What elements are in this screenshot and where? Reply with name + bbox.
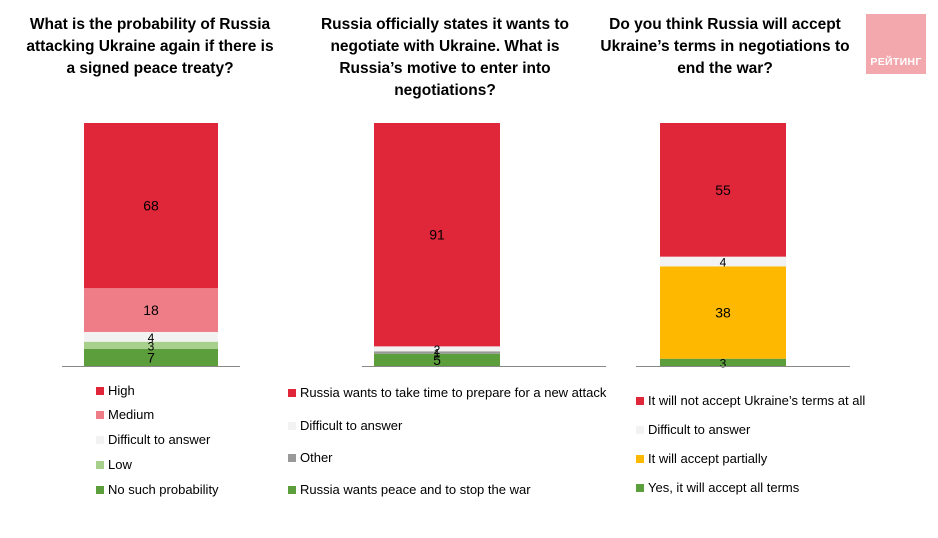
legend-item-3-1: It will not accept Ukraine’s terms at al… — [636, 393, 865, 408]
data-label-2-3: 1 — [434, 347, 441, 361]
legend-item-2-2: Difficult to answer — [288, 418, 402, 433]
stacked-bar-chart-1: 734 18 68 — [62, 123, 240, 367]
bar-segment-2-2 — [374, 346, 500, 352]
legend-swatch — [96, 435, 104, 444]
legend-item-1-1: High — [96, 383, 135, 398]
logo-text: РЕЙТИНГ — [870, 56, 922, 68]
legend-label: Low — [108, 457, 132, 472]
chart-title-2: Russia officially states it wants to neg… — [320, 16, 570, 99]
bar-segment-1-2 — [84, 288, 218, 332]
legend-item-1-5: No such probability — [96, 482, 219, 497]
legend-label: It will accept partially — [648, 451, 768, 466]
legend-swatch — [96, 386, 104, 395]
bar-segment-1-5 — [84, 348, 218, 366]
legend-swatch — [288, 421, 296, 430]
bar-segment-1-3 — [84, 331, 218, 342]
legend-swatch — [636, 425, 644, 434]
chart-panel-3: Do you think Russia will accept Ukraine’… — [600, 0, 865, 538]
legend-swatch — [636, 454, 644, 463]
chart-title-3: Do you think Russia will accept Ukraine’… — [600, 16, 850, 77]
legend-swatch — [288, 388, 296, 397]
stacked-bar-chart-3: 3 38 4 55 — [636, 123, 850, 370]
data-label-3-2: 4 — [720, 256, 727, 270]
bar-segment-3-4 — [660, 358, 786, 366]
rating-logo: РЕЙТИНГ — [866, 14, 926, 74]
chart-panel-1: What is the probability of Russia attack… — [0, 0, 300, 538]
legend-item-2-1: Russia wants to take time to prepare for… — [288, 385, 606, 400]
legend-swatch — [96, 410, 104, 419]
legend-label: Russia wants to take time to prepare for… — [300, 385, 607, 400]
bar-segment-2-4 — [374, 353, 500, 366]
data-label-1-2: 18 — [143, 302, 159, 318]
legend-swatch — [288, 453, 296, 462]
legend-item-3-4: Yes, it will accept all terms — [636, 480, 799, 495]
legend-item-2-3: Other — [288, 450, 333, 465]
data-label-2-4: 5 — [433, 352, 441, 368]
legend-label: No such probability — [108, 482, 219, 497]
chart-title-1: What is the probability of Russia attack… — [26, 16, 274, 77]
data-label-3-4: 3 — [720, 356, 727, 370]
legend-item-2-4: Russia wants peace and to stop the war — [288, 482, 531, 497]
stacked-bar-chart-2: 512 91 — [362, 123, 606, 368]
legend-item-1-4: Low — [96, 457, 132, 472]
bar-segment-1-4 — [84, 341, 218, 349]
legend-item-1-2: Medium — [96, 407, 154, 422]
legend-swatch — [636, 396, 644, 405]
bar-segment-1-1 — [84, 123, 218, 289]
data-label-1-1: 68 — [143, 198, 159, 214]
bar-segment-2-1 — [374, 123, 500, 347]
legend-label: Difficult to answer — [108, 432, 211, 447]
bar-segment-3-3 — [660, 266, 786, 359]
legend-label: Other — [300, 450, 333, 465]
legend-label: High — [108, 383, 135, 398]
legend-swatch — [288, 485, 296, 494]
legend-label: It will not accept Ukraine’s terms at al… — [648, 393, 866, 408]
data-label-3-1: 55 — [715, 182, 731, 198]
data-label-1-4: 3 — [148, 339, 155, 353]
data-label-1-3: 4 — [148, 331, 155, 345]
legend-swatch — [96, 460, 104, 469]
legend-label: Yes, it will accept all terms — [648, 480, 800, 495]
legend-item-3-2: Difficult to answer — [636, 422, 750, 437]
bar-segment-2-3 — [374, 351, 500, 354]
legend-item-1-3: Difficult to answer — [96, 432, 210, 447]
data-label-3-3: 38 — [715, 305, 731, 321]
legend-label: Difficult to answer — [648, 422, 751, 437]
legend-label: Medium — [108, 407, 155, 422]
legend-swatch — [96, 485, 104, 494]
data-label-2-1: 91 — [429, 227, 445, 243]
legend-item-3-3: It will accept partially — [636, 451, 767, 466]
data-label-2-2: 2 — [434, 343, 441, 357]
bar-segment-3-2 — [660, 256, 786, 267]
legend-label: Difficult to answer — [300, 418, 403, 433]
chart-panel-2: Russia officially states it wants to neg… — [288, 0, 610, 538]
legend-swatch — [636, 483, 644, 492]
bar-segment-3-1 — [660, 123, 786, 257]
data-label-1-5: 7 — [147, 349, 155, 365]
legend-label: Russia wants peace and to stop the war — [300, 482, 531, 497]
